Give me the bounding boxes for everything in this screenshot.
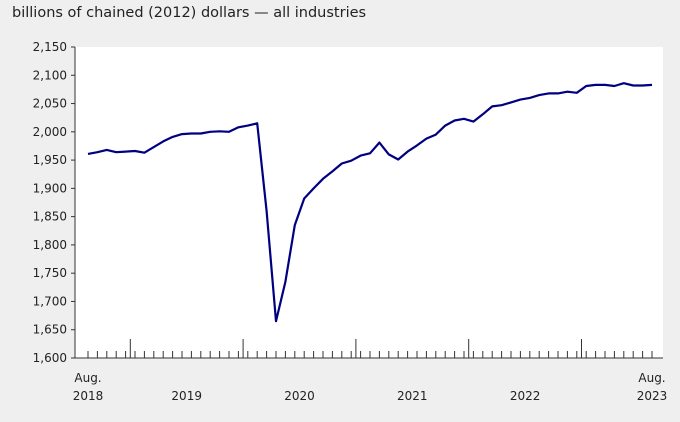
y-tick-label: 1,750 (33, 266, 67, 280)
chart-title: billions of chained (2012) dollars — all… (12, 5, 367, 21)
x-tick-label-year: 2022 (510, 389, 541, 403)
y-tick-label: 2,000 (33, 125, 67, 139)
x-tick-label-year: 2019 (171, 389, 202, 403)
y-tick-label: 1,900 (33, 181, 67, 195)
x-tick-label-month: Aug. (638, 371, 665, 385)
x-tick-label-year: 2020 (284, 389, 315, 403)
x-tick-label-year: 2023 (637, 389, 668, 403)
y-tick-label: 2,100 (33, 68, 67, 82)
x-tick-label-year: 2021 (397, 389, 428, 403)
series-line (87, 82, 653, 323)
y-tick-label: 1,650 (33, 323, 67, 337)
y-tick-label: 1,950 (33, 153, 67, 167)
y-tick-label: 1,800 (33, 238, 67, 252)
plot-area (75, 47, 663, 358)
x-tick-label-year: 2018 (73, 389, 104, 403)
x-tick-label-month: Aug. (74, 371, 101, 385)
y-tick-label: 1,700 (33, 294, 67, 308)
y-tick-label: 1,600 (33, 351, 67, 365)
y-tick-label: 1,850 (33, 210, 67, 224)
y-tick-label: 2,150 (33, 40, 67, 54)
y-tick-label: 2,050 (33, 97, 67, 111)
